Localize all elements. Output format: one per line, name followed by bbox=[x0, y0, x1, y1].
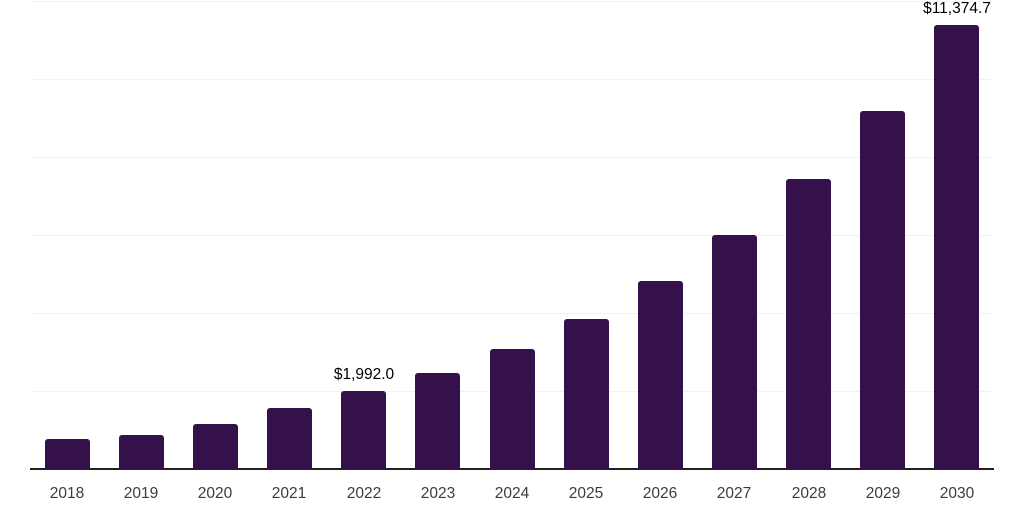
bar-2029 bbox=[860, 111, 905, 469]
gridline-12000 bbox=[30, 1, 994, 2]
x-tick-2024: 2024 bbox=[494, 485, 530, 502]
bar-2027 bbox=[712, 235, 757, 469]
bar-2018 bbox=[45, 439, 90, 469]
x-tick-2022: 2022 bbox=[346, 485, 382, 502]
x-tick-2029: 2029 bbox=[865, 485, 901, 502]
bar-2020 bbox=[193, 424, 238, 469]
x-tick-2028: 2028 bbox=[791, 485, 827, 502]
value-label-2022: $1,992.0 bbox=[333, 366, 395, 383]
gridline-8000 bbox=[30, 157, 994, 158]
bar-2026 bbox=[638, 281, 683, 469]
x-tick-2025: 2025 bbox=[568, 485, 604, 502]
x-tick-2019: 2019 bbox=[123, 485, 159, 502]
value-label-2030: $11,374.7 bbox=[923, 0, 991, 17]
bar-2023 bbox=[415, 373, 460, 469]
bar-2021 bbox=[267, 408, 312, 469]
x-tick-2018: 2018 bbox=[49, 485, 85, 502]
x-tick-2030: 2030 bbox=[939, 485, 975, 502]
bar-2028 bbox=[786, 179, 831, 469]
gridline-4000 bbox=[30, 313, 994, 314]
gridline-6000 bbox=[30, 235, 994, 236]
bar-2022 bbox=[341, 391, 386, 469]
x-tick-2021: 2021 bbox=[271, 485, 307, 502]
bar-2024 bbox=[490, 349, 535, 469]
bar-2025 bbox=[564, 319, 609, 469]
bar-2019 bbox=[119, 435, 164, 469]
x-axis-line bbox=[30, 468, 994, 470]
x-tick-2026: 2026 bbox=[642, 485, 678, 502]
x-tick-2027: 2027 bbox=[716, 485, 752, 502]
x-tick-2020: 2020 bbox=[197, 485, 233, 502]
x-tick-2023: 2023 bbox=[420, 485, 456, 502]
gridline-10000 bbox=[30, 79, 994, 80]
bar-2030 bbox=[934, 25, 979, 469]
